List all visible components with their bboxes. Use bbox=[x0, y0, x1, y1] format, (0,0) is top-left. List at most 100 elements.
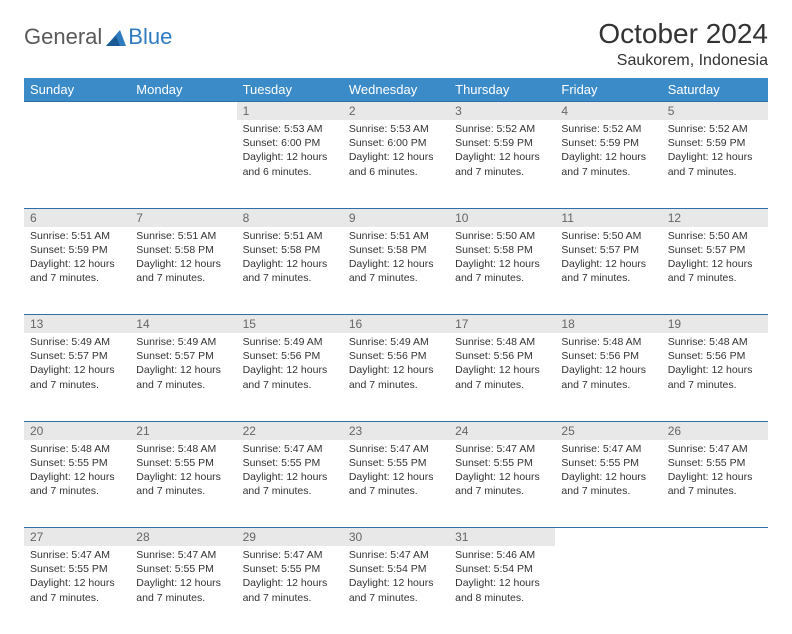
daylight-text-1: Daylight: 12 hours bbox=[30, 257, 124, 271]
day-content-cell: Sunrise: 5:49 AMSunset: 5:56 PMDaylight:… bbox=[343, 333, 449, 421]
daylight-text-2: and 7 minutes. bbox=[349, 271, 443, 285]
daylight-text-1: Daylight: 12 hours bbox=[136, 470, 230, 484]
daylight-text-1: Daylight: 12 hours bbox=[349, 470, 443, 484]
sunrise-text: Sunrise: 5:48 AM bbox=[668, 335, 762, 349]
day-number-cell: 16 bbox=[343, 315, 449, 334]
day-content-row: Sunrise: 5:49 AM Sunset: 5:57 PM Daylight:… bbox=[24, 333, 768, 421]
sunset-text: Sunset: 5:59 PM bbox=[561, 136, 655, 150]
sunrise-text: Sunrise: 5:47 AM bbox=[349, 442, 443, 456]
day-content-cell: Sunrise: 5:47 AMSunset: 5:55 PMDaylight:… bbox=[24, 546, 130, 634]
daylight-text-1: Daylight: 12 hours bbox=[30, 576, 124, 590]
daylight-text-2: and 7 minutes. bbox=[668, 165, 762, 179]
sunset-text: Sunset: 5:55 PM bbox=[668, 456, 762, 470]
day-content-cell: Sunrise: 5:49 AMSunset: 5:57 PMDaylight:… bbox=[24, 333, 130, 421]
sunrise-text: Sunrise: 5:53 AM bbox=[243, 122, 337, 136]
daylight-text-1: Daylight: 12 hours bbox=[243, 470, 337, 484]
sunset-text: Sunset: 5:55 PM bbox=[349, 456, 443, 470]
sunset-text: Sunset: 5:56 PM bbox=[455, 349, 549, 363]
day-number-cell: 11 bbox=[555, 208, 661, 227]
day-number-cell: 3 bbox=[449, 102, 555, 121]
month-title: October 2024 bbox=[598, 18, 768, 50]
day-content-cell: Sunrise: 5:48 AMSunset: 5:55 PMDaylight:… bbox=[24, 440, 130, 528]
day-content-row: Sunrise: 5:53 AMSunset: 6:00 PMDaylight:… bbox=[24, 120, 768, 208]
day-content-cell: Sunrise: 5:47 AMSunset: 5:55 PMDaylight:… bbox=[130, 546, 236, 634]
calendar-table: SundayMondayTuesdayWednesdayThursdayFrid… bbox=[24, 78, 768, 634]
daylight-text-2: and 6 minutes. bbox=[349, 165, 443, 179]
day-content-cell: Sunrise: 5:48 AMSunset: 5:56 PMDaylight:… bbox=[449, 333, 555, 421]
sunrise-text: Sunrise: 5:47 AM bbox=[561, 442, 655, 456]
sunrise-text: Sunrise: 5:51 AM bbox=[243, 229, 337, 243]
day-number-cell: 9 bbox=[343, 208, 449, 227]
sunset-text: Sunset: 5:57 PM bbox=[561, 243, 655, 257]
sunrise-text: Sunrise: 5:47 AM bbox=[136, 548, 230, 562]
header: General Blue October 2024 Saukorem, Indo… bbox=[24, 18, 768, 70]
day-content-cell: Sunrise: 5:51 AMSunset: 5:58 PMDaylight:… bbox=[343, 227, 449, 315]
day-number-cell: 24 bbox=[449, 421, 555, 440]
weekday-header: Thursday bbox=[449, 78, 555, 102]
sunset-text: Sunset: 6:00 PM bbox=[349, 136, 443, 150]
day-number-cell: 1 bbox=[237, 102, 343, 121]
daylight-text-2: and 7 minutes. bbox=[30, 591, 124, 605]
day-number-cell: 18 bbox=[555, 315, 661, 334]
daylight-text-1: Daylight: 12 hours bbox=[455, 363, 549, 377]
day-content-cell: Sunrise: 5:48 AMSunset: 5:56 PMDaylight:… bbox=[662, 333, 768, 421]
daylight-text-1: Daylight: 12 hours bbox=[349, 150, 443, 164]
day-content-cell: Sunrise: 5:48 AMSunset: 5:55 PMDaylight:… bbox=[130, 440, 236, 528]
sunrise-text: Sunrise: 5:48 AM bbox=[30, 442, 124, 456]
weekday-header: Monday bbox=[130, 78, 236, 102]
day-content-cell: Sunrise: 5:47 AMSunset: 5:55 PMDaylight:… bbox=[662, 440, 768, 528]
sunrise-text: Sunrise: 5:46 AM bbox=[455, 548, 549, 562]
daylight-text-1: Daylight: 12 hours bbox=[561, 257, 655, 271]
daylight-text-2: and 7 minutes. bbox=[30, 378, 124, 392]
daylight-text-2: and 7 minutes. bbox=[455, 271, 549, 285]
sunrise-text: Sunrise: 5:47 AM bbox=[668, 442, 762, 456]
sunset-text: Sunset: 5:58 PM bbox=[349, 243, 443, 257]
daylight-text-1: Daylight: 12 hours bbox=[561, 363, 655, 377]
daylight-text-1: Daylight: 12 hours bbox=[455, 470, 549, 484]
daylight-text-2: and 7 minutes. bbox=[455, 165, 549, 179]
day-number-cell: 29 bbox=[237, 528, 343, 547]
daylight-text-2: and 7 minutes. bbox=[136, 271, 230, 285]
day-number-row: 12345 bbox=[24, 102, 768, 121]
sunset-text: Sunset: 5:57 PM bbox=[136, 349, 230, 363]
daylight-text-1: Daylight: 12 hours bbox=[455, 150, 549, 164]
sunrise-text: Sunrise: 5:51 AM bbox=[30, 229, 124, 243]
day-content-cell: Sunrise: 5:47 AMSunset: 5:55 PMDaylight:… bbox=[237, 546, 343, 634]
day-content-cell: Sunrise: 5:47 AMSunset: 5:55 PMDaylight:… bbox=[555, 440, 661, 528]
daylight-text-1: Daylight: 12 hours bbox=[561, 470, 655, 484]
day-content-cell: Sunrise: 5:50 AMSunset: 5:57 PMDaylight:… bbox=[555, 227, 661, 315]
daylight-text-2: and 7 minutes. bbox=[30, 271, 124, 285]
day-number-cell: 31 bbox=[449, 528, 555, 547]
sunset-text: Sunset: 5:56 PM bbox=[668, 349, 762, 363]
title-block: October 2024 Saukorem, Indonesia bbox=[598, 18, 768, 70]
sunset-text: Sunset: 5:56 PM bbox=[561, 349, 655, 363]
day-content-cell: Sunrise: 5:48 AMSunset: 5:56 PMDaylight:… bbox=[555, 333, 661, 421]
weekday-header: Friday bbox=[555, 78, 661, 102]
daylight-text-2: and 7 minutes. bbox=[561, 378, 655, 392]
day-number-cell: 2 bbox=[343, 102, 449, 121]
sunset-text: Sunset: 5:55 PM bbox=[243, 456, 337, 470]
sunset-text: Sunset: 5:55 PM bbox=[136, 562, 230, 576]
day-content-cell: Sunrise: 5:46 AMSunset: 5:54 PMDaylight:… bbox=[449, 546, 555, 634]
day-number-cell: 19 bbox=[662, 315, 768, 334]
sunrise-text: Sunrise: 5:51 AM bbox=[136, 229, 230, 243]
day-content-row: Sunrise: 5:51 AMSunset: 5:59 PMDaylight:… bbox=[24, 227, 768, 315]
daylight-text-1: Daylight: 12 hours bbox=[30, 363, 124, 377]
day-number-cell: 28 bbox=[130, 528, 236, 547]
sunrise-text: Sunrise: 5:50 AM bbox=[455, 229, 549, 243]
logo-text-general: General bbox=[24, 24, 102, 50]
sunrise-text: Sunrise: 5:49 AM bbox=[349, 335, 443, 349]
daylight-text-1: Daylight: 12 hours bbox=[243, 363, 337, 377]
day-content-cell: Sunrise: 5:51 AMSunset: 5:59 PMDaylight:… bbox=[24, 227, 130, 315]
sunrise-text: Sunrise: 5:50 AM bbox=[561, 229, 655, 243]
day-number-cell: 12 bbox=[662, 208, 768, 227]
daylight-text-1: Daylight: 12 hours bbox=[243, 150, 337, 164]
day-content-cell bbox=[662, 546, 768, 634]
sunrise-text: Sunrise: 5:50 AM bbox=[668, 229, 762, 243]
daylight-text-2: and 7 minutes. bbox=[349, 591, 443, 605]
day-number-cell: 22 bbox=[237, 421, 343, 440]
sunrise-text: Sunrise: 5:47 AM bbox=[30, 548, 124, 562]
sunset-text: Sunset: 5:57 PM bbox=[668, 243, 762, 257]
sunset-text: Sunset: 5:59 PM bbox=[455, 136, 549, 150]
daylight-text-1: Daylight: 12 hours bbox=[668, 150, 762, 164]
